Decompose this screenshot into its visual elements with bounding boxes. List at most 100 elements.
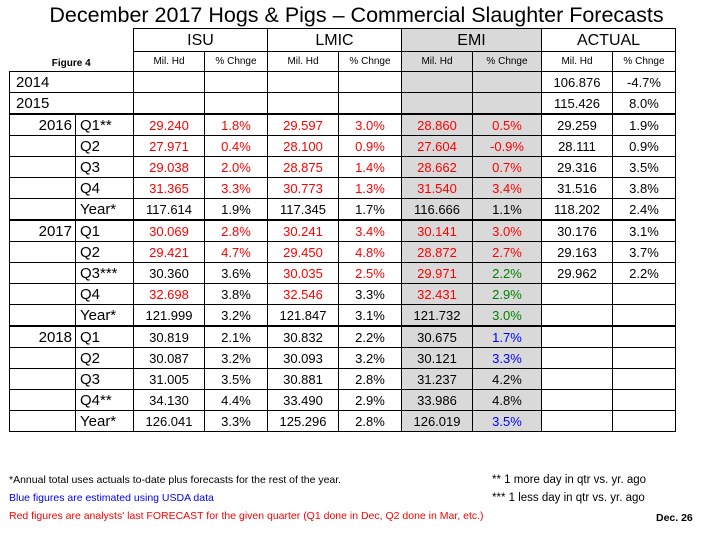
cell-emi-pct: 1.1%	[472, 198, 542, 221]
group-header-row: ISU LMIC EMI ACTUAL	[9, 28, 676, 52]
cell-actual-hd: 28.111	[541, 135, 613, 157]
row-year	[9, 283, 76, 305]
cell-emi-pct: 4.2%	[472, 368, 542, 390]
cell-actual-pct: 3.5%	[612, 156, 676, 178]
cell-emi-pct: 3.5%	[472, 410, 542, 432]
table-row: Q2 30.087 3.2% 30.093 3.2% 30.121 3.3%	[9, 347, 676, 369]
note-less-day: *** 1 less day in qtr vs. yr. ago	[492, 492, 645, 504]
subheader-emi-pct: % Chnge	[472, 51, 542, 72]
cell-emi-hd: 28.662	[401, 156, 473, 178]
table-row: 2015 115.426 8.0%	[9, 92, 676, 115]
cell-isu-pct: 3.2%	[204, 347, 268, 369]
cell-emi-hd	[401, 71, 473, 93]
cell-lmic-hd: 30.832	[267, 325, 339, 348]
cell-isu-pct: 3.6%	[204, 262, 268, 284]
table-row: Q4 32.698 3.8% 32.546 3.3% 32.431 2.9%	[9, 283, 676, 305]
cell-emi-pct	[472, 71, 542, 93]
cell-actual-hd	[541, 410, 613, 432]
cell-actual-pct	[612, 368, 676, 390]
row-year	[9, 410, 76, 432]
cell-emi-hd: 116.666	[401, 198, 473, 221]
cell-isu-hd: 31.005	[133, 368, 205, 390]
row-quarter: Year*	[75, 304, 134, 327]
cell-actual-hd: 29.962	[541, 262, 613, 284]
cell-emi-hd: 28.872	[401, 241, 473, 263]
cell-actual-hd: 29.316	[541, 156, 613, 178]
cell-actual-hd	[541, 368, 613, 390]
cell-isu-hd: 34.130	[133, 389, 205, 411]
table-row: Year* 121.999 3.2% 121.847 3.1% 121.732 3.0%	[9, 304, 676, 327]
table-row: Q3 29.038 2.0% 28.875 1.4% 28.662 0.7% 29.316 3.…	[9, 156, 676, 178]
cell-emi-hd: 121.732	[401, 304, 473, 327]
row-year	[9, 347, 76, 369]
cell-lmic-pct	[338, 92, 402, 115]
cell-lmic-pct: 4.8%	[338, 241, 402, 263]
subheader-row: Figure 4 Mil. Hd % Chnge Mil. Hd % Chnge…	[9, 51, 676, 72]
cell-actual-pct	[612, 389, 676, 411]
group-header-emi: EMI	[401, 28, 542, 52]
row-year	[9, 368, 76, 390]
cell-isu-pct: 1.8%	[204, 113, 268, 136]
cell-isu-pct: 3.3%	[204, 177, 268, 199]
row-quarter: Q2	[75, 347, 134, 369]
table-row: 2016 Q1** 29.240 1.8% 29.597 3.0% 28.860 0.5% 29…	[9, 113, 676, 136]
cell-lmic-pct	[338, 71, 402, 93]
figure-label: Figure 4	[9, 51, 134, 72]
cell-isu-pct: 4.7%	[204, 241, 268, 263]
cell-lmic-hd: 30.773	[267, 177, 339, 199]
cell-actual-pct: 2.2%	[612, 262, 676, 284]
row-quarter: Q3	[75, 368, 134, 390]
cell-lmic-hd: 30.093	[267, 347, 339, 369]
cell-emi-pct: 2.7%	[472, 241, 542, 263]
cell-actual-hd: 106.876	[541, 71, 613, 93]
cell-emi-pct: 3.0%	[472, 219, 542, 242]
row-quarter: Q1**	[75, 113, 134, 136]
cell-actual-pct	[612, 325, 676, 348]
group-header-lmic: LMIC	[267, 28, 402, 52]
cell-lmic-pct: 1.3%	[338, 177, 402, 199]
cell-isu-hd: 27.971	[133, 135, 205, 157]
cell-emi-pct: -0.9%	[472, 135, 542, 157]
cell-isu-pct	[204, 92, 268, 115]
table-row: 2014 106.876 -4.7%	[9, 71, 676, 93]
cell-lmic-hd: 29.597	[267, 113, 339, 136]
cell-lmic-pct: 0.9%	[338, 135, 402, 157]
cell-lmic-hd: 125.296	[267, 410, 339, 432]
row-year: 2018	[9, 325, 76, 348]
cell-emi-pct: 3.4%	[472, 177, 542, 199]
row-quarter: Q3	[75, 156, 134, 178]
cell-lmic-pct: 1.7%	[338, 198, 402, 221]
row-year: 2014	[9, 71, 134, 93]
cell-isu-pct: 4.4%	[204, 389, 268, 411]
cell-lmic-hd	[267, 71, 339, 93]
table-row: Q2 29.421 4.7% 29.450 4.8% 28.872 2.7% 29.163 3.…	[9, 241, 676, 263]
cell-actual-pct	[612, 283, 676, 305]
cell-actual-pct	[612, 410, 676, 432]
subheader-isu-pct: % Chnge	[204, 51, 268, 72]
cell-lmic-hd: 121.847	[267, 304, 339, 327]
cell-actual-pct: -4.7%	[612, 71, 676, 93]
table-row: Q3 31.005 3.5% 30.881 2.8% 31.237 4.2%	[9, 368, 676, 390]
cell-isu-hd: 30.360	[133, 262, 205, 284]
cell-lmic-pct: 2.2%	[338, 325, 402, 348]
cell-actual-pct: 3.7%	[612, 241, 676, 263]
row-year: 2017	[9, 219, 76, 242]
row-year	[9, 177, 76, 199]
row-quarter: Q1	[75, 219, 134, 242]
cell-emi-hd: 31.540	[401, 177, 473, 199]
row-year	[9, 262, 76, 284]
note-blue: Blue figures are estimated using USDA da…	[9, 492, 214, 504]
cell-isu-hd	[133, 71, 205, 93]
cell-lmic-hd: 117.345	[267, 198, 339, 221]
row-year	[9, 135, 76, 157]
subheader-emi-hd: Mil. Hd	[401, 51, 473, 72]
cell-emi-hd: 30.121	[401, 347, 473, 369]
row-year	[9, 198, 76, 221]
table-row: Q3*** 30.360 3.6% 30.035 2.5% 29.971 2.2% 29.96…	[9, 262, 676, 284]
group-header-actual: ACTUAL	[541, 28, 676, 52]
cell-actual-pct: 3.8%	[612, 177, 676, 199]
subheader-isu-hd: Mil. Hd	[133, 51, 205, 72]
cell-emi-pct: 0.7%	[472, 156, 542, 178]
cell-lmic-pct: 3.1%	[338, 304, 402, 327]
cell-isu-hd: 30.819	[133, 325, 205, 348]
